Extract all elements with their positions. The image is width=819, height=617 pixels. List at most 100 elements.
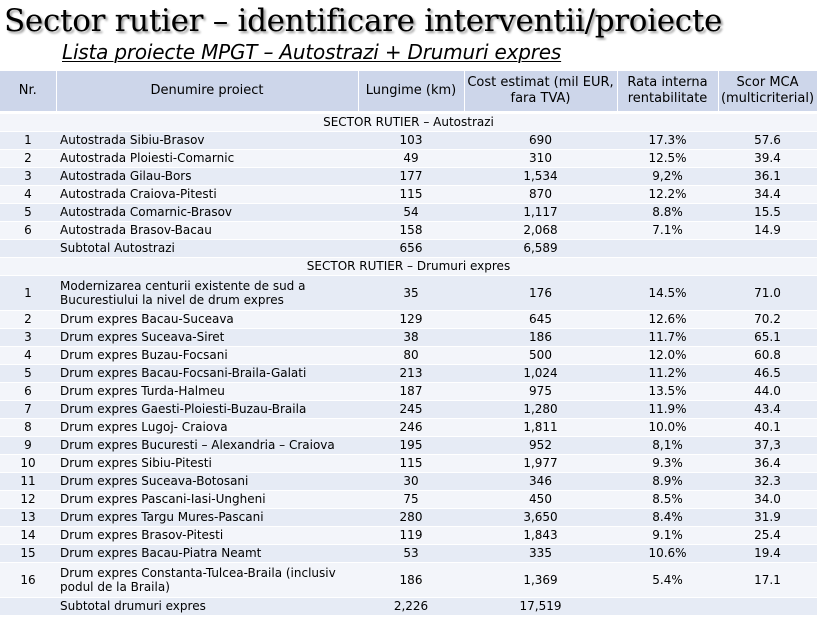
- cell-name: Drum expres Constanta-Tulcea-Braila (inc…: [56, 562, 358, 598]
- cell-name: Autostrada Sibiu-Brasov: [56, 131, 358, 150]
- header-cost: Cost estimat (mil EUR, fara TVA): [464, 71, 618, 114]
- cell-name: Drum expres Bacau-Focsani-Braila-Galati: [56, 364, 358, 383]
- table-row: 6 Drum expres Turda-Halmeu 187 975 13.5% 44.0: [0, 382, 817, 401]
- cell-irr: 8.5%: [617, 490, 718, 509]
- table-row: 3 Autostrada Gilau-Bors 177 1,534 9,2% 36.1: [0, 167, 817, 186]
- cell-name: Drum expres Bacau-Piatra Neamt: [56, 544, 358, 563]
- table-row: 14 Drum expres Brasov-Pitesti 119 1,843 9.1%…: [0, 526, 817, 545]
- cell-cost: 645: [464, 310, 617, 329]
- cell-mca: 46.5: [718, 364, 817, 383]
- table-row: 15 Drum expres Bacau-Piatra Neamt 53 335 10.…: [0, 544, 817, 563]
- table-row: 9 Drum expres Bucuresti – Alexandria – Cr…: [0, 436, 817, 455]
- cell-nr: 12: [0, 490, 56, 509]
- section-heading-row: SECTOR RUTIER – Drumuri expres: [0, 257, 817, 276]
- cell-cost: 335: [464, 544, 617, 563]
- cell-nr: 4: [0, 346, 56, 365]
- table-row: 4 Autostrada Craiova-Pitesti 115 870 12.2% 34…: [0, 185, 817, 204]
- table-row: 16 Drum expres Constanta-Tulcea-Braila (i…: [0, 562, 817, 598]
- slide-title: Sector rutier – identificare interventii…: [4, 3, 723, 39]
- cell-mca: 44.0: [718, 382, 817, 401]
- cell-nr: 2: [0, 310, 56, 329]
- cell-nr: 3: [0, 167, 56, 186]
- cell-irr: 12.2%: [617, 185, 718, 204]
- cell-nr: 15: [0, 544, 56, 563]
- cell-name: Autostrada Craiova-Pitesti: [56, 185, 358, 204]
- projects-table: Nr. Denumire proiect Lungime (km) Cost e…: [0, 71, 818, 616]
- cell-length: 280: [358, 508, 464, 527]
- subtotal-label: Subtotal Autostrazi: [56, 239, 358, 258]
- subtotal-length: 656: [358, 239, 464, 258]
- subtotal-cost: 17,519: [464, 597, 617, 616]
- cell-length: 177: [358, 167, 464, 186]
- cell-length: 246: [358, 418, 464, 437]
- slide-subtitle: Lista proiecte MPGT – Autostrazi + Drumu…: [62, 40, 562, 64]
- cell-cost: 870: [464, 185, 617, 204]
- cell-irr: 9.1%: [617, 526, 718, 545]
- cell-irr: 12.5%: [617, 149, 718, 168]
- cell-length: 115: [358, 454, 464, 473]
- table-row: 5 Autostrada Comarnic-Brasov 54 1,117 8.8% 15…: [0, 203, 817, 222]
- cell-irr: 17.3%: [617, 131, 718, 150]
- cell-irr: 12.6%: [617, 310, 718, 329]
- cell-irr-empty: [617, 239, 718, 258]
- cell-mca: 14.9: [718, 221, 817, 240]
- cell-cost: 2,068: [464, 221, 617, 240]
- cell-cost: 346: [464, 472, 617, 491]
- cell-cost: 1,280: [464, 400, 617, 419]
- cell-irr: 12.0%: [617, 346, 718, 365]
- table-row: 2 Autostrada Ploiesti-Comarnic 49 310 12.5% 3…: [0, 149, 817, 168]
- cell-nr: 13: [0, 508, 56, 527]
- cell-cost: 975: [464, 382, 617, 401]
- cell-mca: 32.3: [718, 472, 817, 491]
- cell-name: Drum expres Sibiu-Pitesti: [56, 454, 358, 473]
- cell-nr: 6: [0, 382, 56, 401]
- table-row: 7 Drum expres Gaesti-Ploiesti-Buzau-Brail…: [0, 400, 817, 419]
- subtotal-cost: 6,589: [464, 239, 617, 258]
- cell-name: Autostrada Brasov-Bacau: [56, 221, 358, 240]
- cell-irr: 11.7%: [617, 328, 718, 347]
- cell-irr: 8,1%: [617, 436, 718, 455]
- cell-mca: 65.1: [718, 328, 817, 347]
- cell-cost: 1,843: [464, 526, 617, 545]
- cell-cost: 450: [464, 490, 617, 509]
- cell-nr-empty: [0, 239, 56, 258]
- cell-mca: 60.8: [718, 346, 817, 365]
- cell-length: 115: [358, 185, 464, 204]
- cell-cost: 1,024: [464, 364, 617, 383]
- cell-length: 195: [358, 436, 464, 455]
- table-row: 8 Drum expres Lugoj- Craiova 246 1,811 10.0%…: [0, 418, 817, 437]
- cell-name: Drum expres Buzau-Focsani: [56, 346, 358, 365]
- cell-irr: 14.5%: [617, 275, 718, 311]
- cell-irr: 10.0%: [617, 418, 718, 437]
- table-row: 6 Autostrada Brasov-Bacau 158 2,068 7.1% 14.9: [0, 221, 817, 240]
- cell-name: Drum expres Gaesti-Ploiesti-Buzau-Braila: [56, 400, 358, 419]
- subtotal-row: Subtotal drumuri expres 2,226 17,519: [0, 597, 817, 616]
- cell-name: Drum expres Lugoj- Craiova: [56, 418, 358, 437]
- cell-irr: 13.5%: [617, 382, 718, 401]
- cell-length: 80: [358, 346, 464, 365]
- cell-mca: 15.5: [718, 203, 817, 222]
- cell-nr: 16: [0, 562, 56, 598]
- cell-mca-empty: [718, 597, 817, 616]
- table-row: 12 Drum expres Pascani-Iasi-Ungheni 75 450 8…: [0, 490, 817, 509]
- table-row: 4 Drum expres Buzau-Focsani 80 500 12.0% 60.8: [0, 346, 817, 365]
- cell-name: Drum expres Bucuresti – Alexandria – Cra…: [56, 436, 358, 455]
- cell-nr-empty: [0, 597, 56, 616]
- header-mca: Scor MCA (multicriterial): [718, 71, 818, 114]
- cell-length: 35: [358, 275, 464, 311]
- cell-cost: 1,977: [464, 454, 617, 473]
- cell-cost: 1,811: [464, 418, 617, 437]
- cell-mca: 43.4: [718, 400, 817, 419]
- cell-length: 245: [358, 400, 464, 419]
- cell-mca: 34.4: [718, 185, 817, 204]
- subtotal-label: Subtotal drumuri expres: [56, 597, 358, 616]
- cell-mca: 17.1: [718, 562, 817, 598]
- section-heading: SECTOR RUTIER – Drumuri expres: [0, 257, 817, 276]
- cell-nr: 7: [0, 400, 56, 419]
- cell-cost: 1,369: [464, 562, 617, 598]
- cell-name: Autostrada Comarnic-Brasov: [56, 203, 358, 222]
- cell-mca: 57.6: [718, 131, 817, 150]
- cell-nr: 9: [0, 436, 56, 455]
- cell-nr: 4: [0, 185, 56, 204]
- cell-mca: 19.4: [718, 544, 817, 563]
